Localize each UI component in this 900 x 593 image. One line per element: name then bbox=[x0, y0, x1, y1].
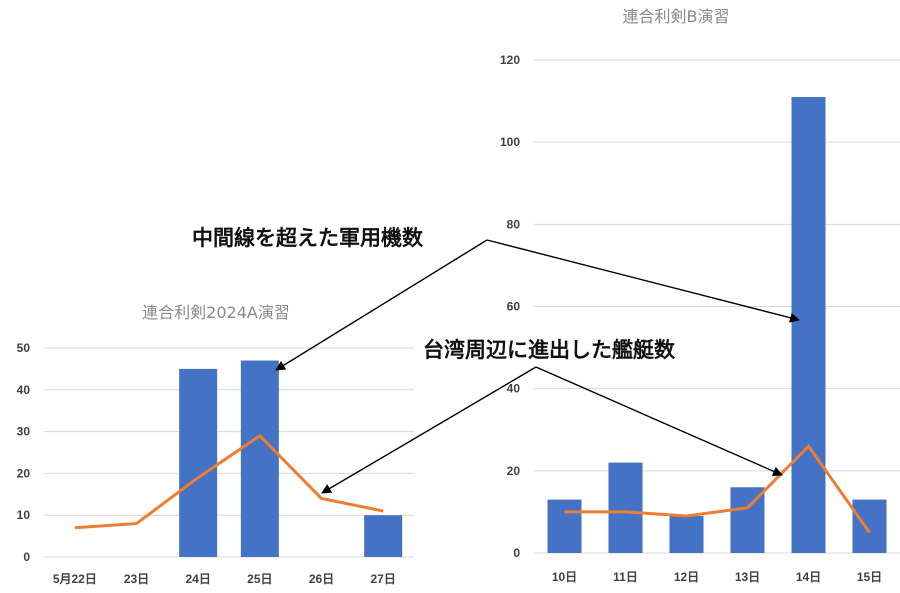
right-y-tick-label: 60 bbox=[507, 300, 521, 314]
left-y-tick-label: 20 bbox=[17, 466, 31, 480]
right-ship-line bbox=[564, 443, 871, 534]
arrow-ships-left bbox=[321, 366, 537, 494]
right-aircraft-bar bbox=[852, 499, 887, 553]
right-y-tick-label: 80 bbox=[507, 217, 521, 231]
left-ship-line bbox=[74, 433, 384, 530]
right-aircraft-bar bbox=[608, 462, 643, 553]
left-x-tick-label: 26日 bbox=[309, 572, 334, 586]
right-aircraft-bar bbox=[791, 96, 826, 553]
right-x-tick-label: 13日 bbox=[735, 570, 760, 584]
right-aircraft-bar bbox=[669, 516, 704, 553]
right-aircraft-bar bbox=[547, 499, 582, 553]
left-x-tick-label: 27日 bbox=[370, 572, 395, 586]
right-y-tick-label: 40 bbox=[507, 382, 521, 396]
left-y-tick-label: 40 bbox=[17, 383, 31, 397]
left-x-tick-label: 24日 bbox=[185, 572, 210, 586]
right-x-tick-label: 12日 bbox=[674, 570, 699, 584]
arrow-aircraft-right bbox=[486, 239, 800, 323]
left-y-tick-label: 10 bbox=[17, 508, 31, 522]
annotation-aircraft: 中間線を超えた軍用機数 bbox=[192, 226, 424, 250]
left-aircraft-bar bbox=[240, 360, 279, 557]
right-x-tick-label: 10日 bbox=[552, 570, 577, 584]
right-x-tick-label: 15日 bbox=[857, 570, 882, 584]
left-x-tick-label: 5月22日 bbox=[53, 572, 97, 586]
left-y-tick-label: 30 bbox=[17, 425, 31, 439]
right-x-tick-label: 14日 bbox=[796, 570, 821, 584]
annotation-ships: 台湾周辺に進出した艦艇数 bbox=[423, 338, 676, 362]
right-y-tick-label: 0 bbox=[513, 546, 520, 560]
arrow-ships-right bbox=[535, 366, 783, 476]
left-chart-title: 連合利剣2024A演習 bbox=[142, 303, 290, 322]
left-y-tick-label: 0 bbox=[23, 550, 30, 564]
right-y-tick-label: 120 bbox=[500, 53, 520, 67]
right-y-tick-label: 20 bbox=[507, 464, 521, 478]
right-chart-title: 連合利剣B演習 bbox=[623, 7, 730, 26]
left-aircraft-bar bbox=[179, 368, 218, 557]
left-aircraft-bar bbox=[364, 515, 403, 557]
right-y-tick-label: 100 bbox=[500, 135, 520, 149]
chart-left: 0 10 20 30 40 50 5月22日 23日 24日 25日 26日 27日 連合利剣202… bbox=[17, 303, 414, 586]
left-x-tick-label: 25日 bbox=[247, 572, 272, 586]
right-x-tick-label: 11日 bbox=[613, 570, 638, 584]
left-x-tick-label: 23日 bbox=[124, 572, 149, 586]
left-y-tick-label: 50 bbox=[17, 341, 31, 355]
arrow-aircraft-left bbox=[275, 239, 488, 371]
chart-right: 0 20 40 60 80 100 120 10日 11日 12日 13日 14日 15日 連合利剣B… bbox=[500, 7, 900, 584]
